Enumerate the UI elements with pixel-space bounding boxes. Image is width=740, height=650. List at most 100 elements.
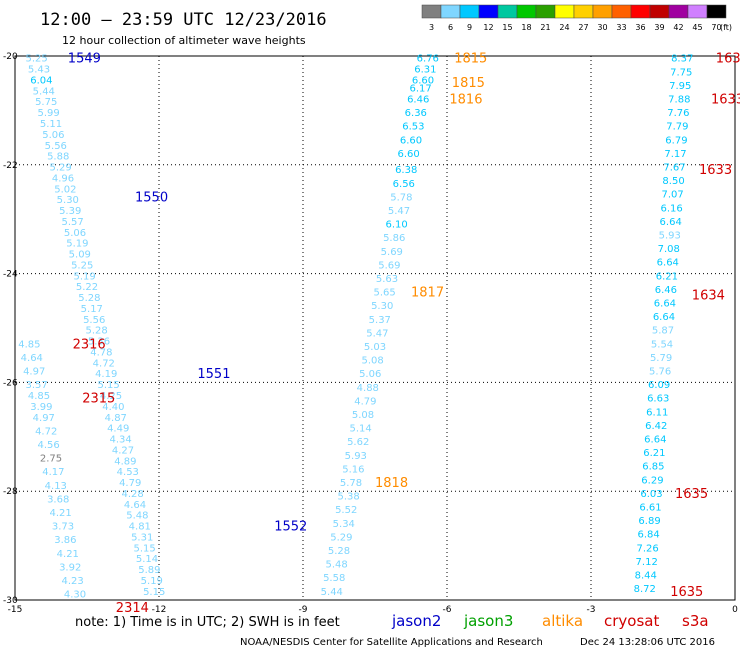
pass-number-label: 1816 <box>449 93 482 108</box>
wave-height-value: 6.29 <box>641 475 663 486</box>
x-tick-label: -6 <box>443 605 452 615</box>
wave-height-value: 4.49 <box>107 424 129 435</box>
footer-credit: NOAA/NESDIS Center for Satellite Applica… <box>240 637 543 648</box>
wave-height-value: 3.57 <box>25 380 47 391</box>
wave-height-value: 6.64 <box>654 299 676 310</box>
colorbar-swatch <box>687 4 708 19</box>
wave-height-value: 6.46 <box>407 95 429 106</box>
colorbar-swatch <box>573 4 594 19</box>
wave-height-value: 5.62 <box>347 437 369 448</box>
wave-height-value: 8.44 <box>635 571 657 582</box>
colorbar-swatch <box>630 4 651 19</box>
wave-height-value: 5.08 <box>352 410 374 421</box>
wave-height-value: 5.57 <box>61 217 83 228</box>
colorbar-swatch <box>497 4 518 19</box>
wave-height-value: 5.47 <box>366 328 388 339</box>
wave-height-value: 5.22 <box>76 282 98 293</box>
wave-height-value: 5.09 <box>69 250 91 261</box>
plot-frame <box>14 55 736 601</box>
wave-height-points: 5.255.436.045.445.755.995.115.065.565.88… <box>18 54 693 601</box>
wave-height-value: 5.25 <box>71 260 93 271</box>
wave-height-value: 3.92 <box>59 562 81 573</box>
wave-height-value: 6.38 <box>395 165 417 176</box>
wave-height-value: 6.64 <box>653 312 675 323</box>
pass-labels: 1549 1550 1551 1552 1815 1815 1816 1817 1818 1632… <box>68 52 740 616</box>
y-tick-label: -26 <box>3 378 18 388</box>
y-tick-label: -22 <box>3 161 18 171</box>
wave-height-value: 5.87 <box>652 326 674 337</box>
satellite-legend-s3a: s3a <box>682 612 709 630</box>
wave-height-value: 5.30 <box>57 195 79 206</box>
wave-height-value: 5.78 <box>390 192 412 203</box>
wave-height-value: 6.64 <box>660 217 682 228</box>
pass-number-label: 1550 <box>135 190 168 205</box>
wave-height-value: 4.53 <box>117 467 139 478</box>
wave-height-value: 6.56 <box>393 179 415 190</box>
wave-height-value: 4.85 <box>28 391 50 402</box>
wave-height-value: 3.68 <box>47 494 69 505</box>
wave-height-value: 4.87 <box>105 413 127 424</box>
pass-number-label: 1633 <box>699 163 732 178</box>
wave-height-value: 6.60 <box>412 75 434 86</box>
wave-height-value: 6.09 <box>648 380 670 391</box>
footer-timestamp: Dec 24 13:28:06 UTC 2016 <box>580 637 715 648</box>
wave-height-value: 5.48 <box>325 560 347 571</box>
colorbar-swatch <box>535 4 556 19</box>
wave-height-value: 5.31 <box>131 532 153 543</box>
pass-number-label: 1818 <box>375 476 408 491</box>
wave-height-value: 7.76 <box>667 108 689 119</box>
wave-height-value: 5.28 <box>85 326 107 337</box>
pass-number-label: 2315 <box>82 392 115 407</box>
wave-height-value: 8.37 <box>671 54 693 65</box>
footnote-note: note: 1) Time is in UTC; 2) SWH is in fe… <box>75 615 340 630</box>
wave-height-value: 5.19 <box>141 576 163 587</box>
wave-height-value: 6.64 <box>657 258 679 269</box>
wave-height-value: 4.19 <box>95 369 117 380</box>
wave-height-value: 5.30 <box>371 301 393 312</box>
wave-height-value: 6.79 <box>665 135 687 146</box>
wave-height-value: 4.79 <box>354 396 376 407</box>
wave-height-value: 5.78 <box>340 478 362 489</box>
colorbar-unit: (ft) <box>720 23 732 32</box>
wave-height-value: 5.38 <box>337 492 359 503</box>
wave-height-value: 6.53 <box>402 122 424 133</box>
wave-height-value: 7.12 <box>636 557 658 568</box>
wave-height-value: 5.52 <box>335 505 357 516</box>
wave-height-value: 6.85 <box>642 462 664 473</box>
x-tick-label: -15 <box>8 605 23 615</box>
colorbar-label: 6 <box>448 23 453 32</box>
wave-height-value: 6.16 <box>661 203 683 214</box>
wave-height-value: 5.39 <box>59 206 81 217</box>
wave-height-value: 5.65 <box>373 288 395 299</box>
wave-height-value: 4.13 <box>45 481 67 492</box>
wave-height-value: 7.08 <box>658 244 680 255</box>
chart-subtitle: 12 hour collection of altimeter wave hei… <box>62 34 306 47</box>
pass-number-label: 1551 <box>197 367 230 382</box>
wave-height-value: 5.56 <box>45 141 67 152</box>
wave-height-value: 6.03 <box>640 489 662 500</box>
wave-height-value: 5.17 <box>81 304 103 315</box>
wave-height-value: 5.69 <box>381 247 403 258</box>
wave-height-value: 6.60 <box>400 135 422 146</box>
x-tick-label: -12 <box>152 605 167 615</box>
wave-height-value: 6.60 <box>397 149 419 160</box>
colorbar-label: 3 <box>429 23 434 32</box>
wave-height-value: 6.11 <box>646 407 668 418</box>
wave-height-value: 5.37 <box>369 315 391 326</box>
y-tick-label: -24 <box>3 270 18 280</box>
wave-height-value: 5.15 <box>97 380 119 391</box>
plot-area: -15 -12 -9 -6 -3 0-20-22-24-26-28-30 5.255.43… <box>3 52 740 616</box>
wave-height-value: 8.72 <box>634 584 656 595</box>
wave-height-value: 5.63 <box>376 274 398 285</box>
colorbar-label: 27 <box>578 23 588 32</box>
wave-height-value: 5.03 <box>364 342 386 353</box>
axis-ticks: -15 -12 -9 -6 -3 0-20-22-24-26-28-30 <box>3 52 738 615</box>
pass-number-label: 1635 <box>670 585 703 600</box>
colorbar-label: 70 <box>711 23 721 32</box>
colorbar-swatch <box>516 4 537 19</box>
wave-height-value: 5.47 <box>388 206 410 217</box>
wave-height-value: 4.79 <box>119 478 141 489</box>
wave-height-value: 4.96 <box>52 173 74 184</box>
wave-height-value: 5.14 <box>349 424 371 435</box>
